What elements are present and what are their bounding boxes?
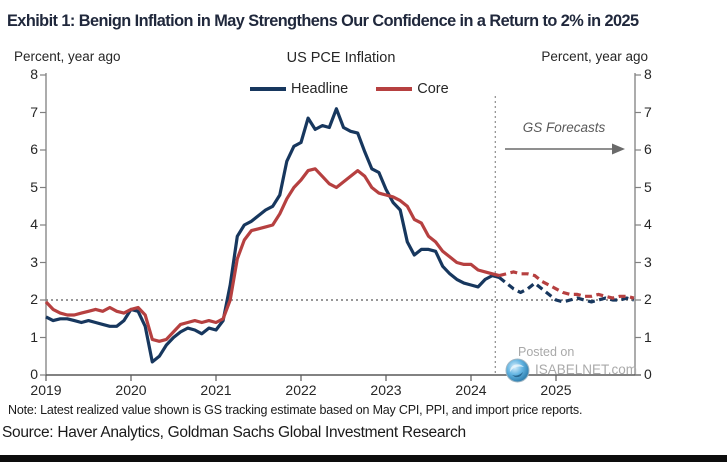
- headline-line-swatch-icon: [250, 87, 286, 91]
- chart-note: Note: Latest realized value shown is GS …: [8, 403, 583, 417]
- y-axis-label-right: Percent, year ago: [541, 49, 648, 64]
- chart-legend: Headline Core: [250, 81, 449, 97]
- legend-label-core: Core: [417, 81, 449, 97]
- core-line-swatch-icon: [376, 87, 413, 91]
- legend-label-headline: Headline: [291, 81, 349, 97]
- gs-forecasts-annotation: GS Forecasts: [522, 120, 606, 135]
- watermark-posted-on: Posted on: [518, 345, 575, 359]
- exhibit-title: Exhibit 1: Benign Inflation in May Stren…: [7, 12, 639, 30]
- isabelnet-globe-icon: [505, 358, 530, 383]
- chart-title: US PCE Inflation: [286, 50, 396, 66]
- legend-item-headline: Headline: [250, 81, 348, 97]
- watermark-isabelnet: ISABELNET.com: [535, 362, 638, 377]
- legend-item-core: Core: [376, 81, 449, 97]
- y-axis-label-left: Percent, year ago: [14, 49, 121, 64]
- bottom-divider-bar: [0, 455, 727, 462]
- chart-source: Source: Haver Analytics, Goldman Sachs G…: [2, 424, 466, 441]
